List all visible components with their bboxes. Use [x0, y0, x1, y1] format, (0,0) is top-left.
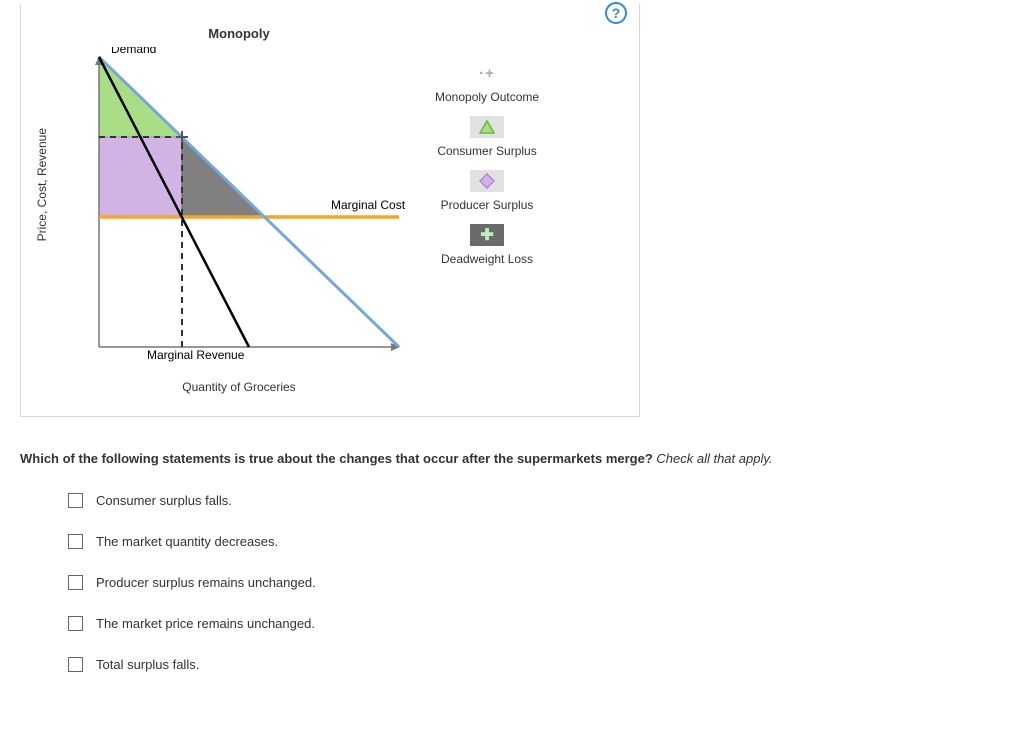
- graph-panel: ? Price, Cost, Revenue Monopoly Demand Ma…: [20, 4, 640, 417]
- svg-text:Demand: Demand: [111, 47, 156, 56]
- chart-area: Price, Cost, Revenue Monopoly Demand Marg…: [35, 16, 625, 394]
- y-axis-label: Price, Cost, Revenue: [35, 128, 49, 281]
- plus-icon: ✚: [470, 224, 504, 246]
- answer-option[interactable]: Consumer surplus falls.: [64, 490, 1004, 511]
- x-axis-label: Quantity of Groceries: [69, 380, 409, 394]
- chart-legend: ·+ Monopoly Outcome Consumer Surplus Pro…: [435, 16, 539, 272]
- legend-monopoly-outcome[interactable]: ·+ Monopoly Outcome: [435, 56, 539, 104]
- answer-option[interactable]: Producer surplus remains unchanged.: [64, 572, 1004, 593]
- svg-text:Marginal Revenue: Marginal Revenue: [147, 348, 245, 362]
- answer-option[interactable]: The market quantity decreases.: [64, 531, 1004, 552]
- option-label: The market quantity decreases.: [96, 534, 278, 549]
- legend-consumer-surplus[interactable]: Consumer Surplus: [435, 110, 539, 158]
- question-stem: Which of the following statements is tru…: [20, 451, 656, 466]
- option-label: Producer surplus remains unchanged.: [96, 575, 316, 590]
- legend-deadweight-loss[interactable]: ✚ Deadweight Loss: [435, 218, 539, 266]
- option-label: Consumer surplus falls.: [96, 493, 232, 508]
- option-label: Total surplus falls.: [96, 657, 199, 672]
- option-checkbox[interactable]: [68, 493, 83, 508]
- legend-label: Monopoly Outcome: [435, 90, 539, 104]
- diamond-icon: [470, 170, 504, 192]
- legend-label: Consumer Surplus: [435, 144, 539, 158]
- chart-title: Monopoly: [69, 26, 409, 41]
- answer-option[interactable]: Total surplus falls.: [64, 654, 1004, 675]
- svg-text:Marginal Cost: Marginal Cost: [331, 198, 406, 212]
- option-checkbox[interactable]: [68, 616, 83, 631]
- option-checkbox[interactable]: [68, 657, 83, 672]
- option-label: The market price remains unchanged.: [96, 616, 315, 631]
- question-text: Which of the following statements is tru…: [20, 451, 1004, 466]
- legend-label: Deadweight Loss: [435, 252, 539, 266]
- triangle-icon: [470, 116, 504, 138]
- option-checkbox[interactable]: [68, 534, 83, 549]
- answer-options: Consumer surplus falls. The market quanti…: [64, 490, 1004, 675]
- question-hint: Check all that apply.: [656, 451, 772, 466]
- option-checkbox[interactable]: [68, 575, 83, 590]
- move-icon: ·+: [470, 62, 504, 84]
- answer-option[interactable]: The market price remains unchanged.: [64, 613, 1004, 634]
- help-icon[interactable]: ?: [605, 2, 627, 24]
- legend-label: Producer Surplus: [435, 198, 539, 212]
- legend-producer-surplus[interactable]: Producer Surplus: [435, 164, 539, 212]
- chart-column: Monopoly Demand Marginal Cost Marginal Rev…: [69, 16, 409, 394]
- page-root: ? Price, Cost, Revenue Monopoly Demand Ma…: [0, 0, 1024, 715]
- monopoly-chart: Demand Marginal Cost Marginal Revenue: [69, 47, 409, 367]
